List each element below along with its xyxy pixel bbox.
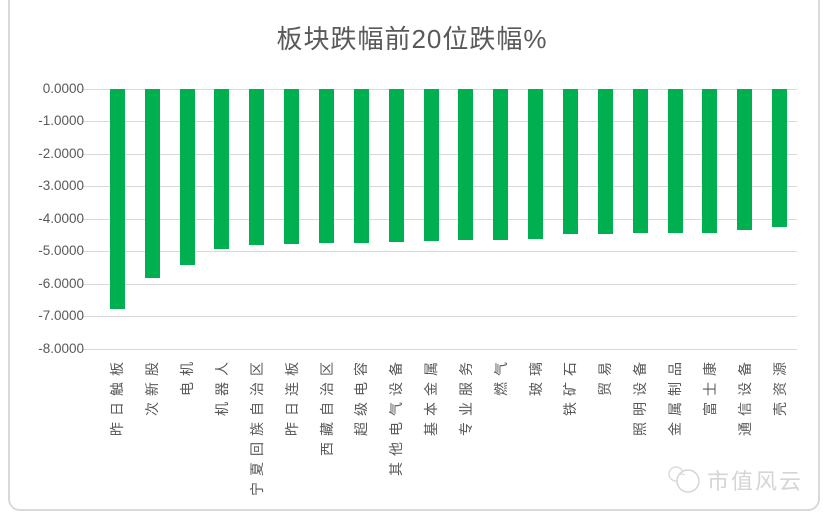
bar (214, 89, 230, 249)
bar (667, 89, 683, 233)
x-axis-category-label-text: 超级电容 (353, 356, 370, 436)
gridline (89, 251, 797, 252)
bar (528, 89, 544, 240)
y-axis-tick-label: -3.0000 (38, 178, 84, 193)
y-axis-tick (83, 348, 89, 350)
x-axis-category-label-text: 机器人 (213, 356, 230, 416)
bar (702, 89, 718, 233)
bar (562, 89, 578, 234)
y-axis-tick (83, 251, 89, 252)
bar (249, 89, 265, 245)
watermark-text: 市值风云 (707, 469, 804, 494)
gridline (89, 348, 797, 350)
bar (458, 89, 474, 241)
gridline (89, 88, 797, 90)
bar (319, 89, 335, 244)
y-axis-tick-label: -8.0000 (38, 340, 84, 356)
chart-title: 板块跌幅前20位跌幅% (276, 24, 548, 54)
x-axis-category-label-text: 壳资源 (771, 356, 788, 416)
bar (179, 89, 195, 265)
bar (144, 89, 160, 279)
y-axis-tick-label: -1.0000 (38, 113, 84, 128)
y-axis-tick (83, 218, 89, 220)
gridline (89, 153, 797, 155)
y-axis-tick (83, 88, 89, 90)
gridline (89, 283, 797, 285)
x-axis-category-label-text: 其他电气设备 (388, 356, 405, 476)
x-axis-category-label-text: 通信设备 (736, 356, 753, 436)
x-axis-category-label-text: 富士康 (701, 356, 718, 416)
gridline (89, 121, 797, 122)
watermark: 市值风云 (666, 464, 803, 496)
x-axis-category-label-text: 宁夏回族自治区 (248, 356, 265, 496)
x-axis-category-label-text: 照明设备 (632, 356, 649, 436)
x-axis-category-label-text: 燃气 (492, 356, 509, 396)
x-axis-category-label-text: 西藏自治区 (318, 356, 335, 456)
chart-border-frame (8, 0, 820, 511)
y-axis-tick-label: 0.0000 (42, 80, 84, 96)
x-axis-category-label-text: 贸易 (597, 356, 614, 396)
bar (109, 89, 125, 310)
y-axis-tick (83, 316, 89, 317)
shizhifengyun-logo-icon (668, 466, 700, 493)
y-axis-tick (83, 186, 89, 187)
bar (353, 89, 369, 243)
bar (388, 89, 404, 243)
x-axis-category-label-text: 专业服务 (457, 356, 474, 436)
x-axis-category-label-text: 昨日连板 (283, 356, 300, 436)
y-axis-tick (83, 121, 89, 122)
bar (737, 89, 753, 231)
bar (772, 89, 788, 228)
y-axis-tick (83, 153, 89, 155)
x-axis-category-label-text: 玻璃 (527, 356, 544, 396)
bar (597, 89, 613, 234)
gridline (89, 218, 797, 220)
bar (423, 89, 439, 242)
x-axis-category-label-text: 基本金属 (423, 356, 440, 436)
bar (284, 89, 300, 245)
y-axis-tick-label: -4.0000 (38, 210, 84, 226)
bar (493, 89, 509, 240)
x-axis-category-label-text: 铁矿石 (562, 356, 579, 416)
gridline (89, 186, 797, 187)
y-axis-tick-label: -2.0000 (38, 145, 84, 161)
x-axis-category-label-text: 昨日触板 (109, 356, 126, 436)
y-axis-tick-label: -7.0000 (38, 308, 84, 323)
bar (632, 89, 648, 234)
x-axis-category-label-text: 电机 (179, 356, 196, 396)
x-axis-category-label-text: 次新股 (144, 356, 161, 416)
y-axis-tick-label: -5.0000 (38, 243, 84, 258)
x-axis-category-label-text: 金属制品 (667, 356, 684, 436)
y-axis-tick-label: -6.0000 (38, 275, 84, 291)
gridline (89, 316, 797, 317)
y-axis-tick (83, 283, 89, 285)
